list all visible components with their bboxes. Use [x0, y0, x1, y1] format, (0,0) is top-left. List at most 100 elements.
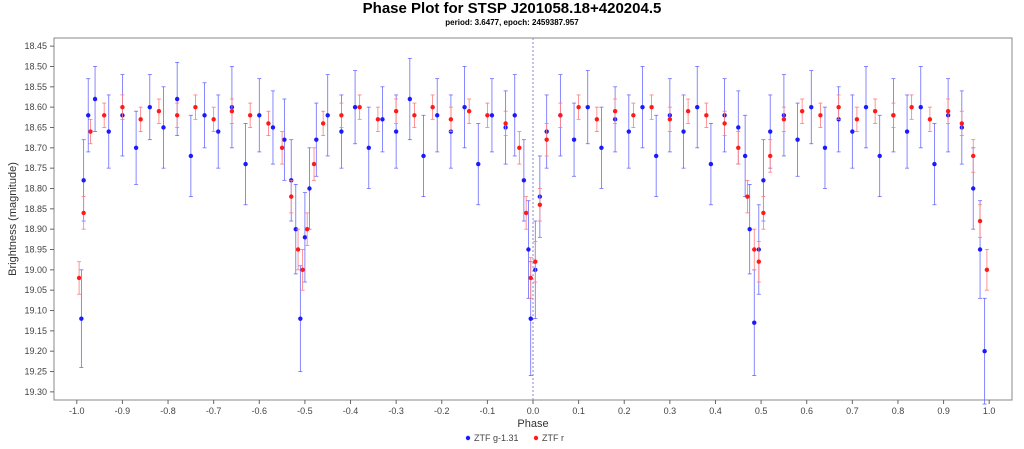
data-point [768, 129, 773, 134]
x-tick-label: 0.6 [800, 406, 813, 416]
y-tick-label: 18.70 [24, 143, 47, 153]
data-point [211, 117, 216, 122]
data-point [304, 226, 310, 232]
y-tick-label: 18.95 [24, 245, 47, 255]
data-point [120, 104, 125, 110]
data-point [708, 161, 714, 167]
data-point [745, 194, 750, 199]
data-point [393, 129, 399, 134]
legend: ZTF g-1.31 ZTF r [465, 433, 564, 443]
y-tick-label: 19.10 [24, 306, 47, 316]
data-point [877, 153, 882, 159]
data-point [366, 145, 371, 151]
data-point [747, 226, 752, 232]
data-point [695, 104, 700, 110]
data-point [407, 96, 413, 102]
y-tick-label: 18.85 [24, 204, 47, 214]
y-tick-label: 18.60 [24, 102, 47, 112]
x-tick-label: -0.1 [480, 406, 496, 416]
data-point [352, 104, 358, 110]
data-point [202, 113, 207, 118]
data-point [631, 113, 636, 118]
x-tick-label: 0.9 [937, 406, 950, 416]
chart-subtitle: period: 3.6477, epoch: 2459387.957 [445, 18, 579, 27]
data-point [982, 348, 987, 354]
data-point [571, 137, 577, 142]
legend-marker [533, 435, 539, 441]
data-point [86, 113, 91, 118]
x-tick-label: 0.2 [618, 406, 631, 416]
data-point [412, 113, 417, 118]
data-point [854, 117, 860, 122]
data-point [307, 186, 312, 191]
data-point [521, 178, 527, 183]
data-point [640, 104, 645, 110]
y-tick-label: 19.05 [24, 285, 47, 295]
data-point [945, 109, 951, 114]
data-point [489, 113, 495, 118]
data-point [809, 104, 814, 110]
y-axis-label: Brightness (magnitude) [7, 162, 19, 276]
x-tick-label: 0.0 [527, 406, 540, 416]
data-point [742, 153, 748, 159]
x-tick-label: -0.6 [252, 406, 268, 416]
y-tick-label: 18.80 [24, 183, 47, 193]
x-tick-label: 0.1 [572, 406, 585, 416]
data-point [339, 129, 344, 134]
data-point [818, 113, 823, 118]
y-tick-label: 18.55 [24, 82, 47, 92]
data-point [822, 145, 828, 151]
data-point [339, 113, 344, 118]
data-point [756, 259, 762, 264]
data-point [558, 113, 563, 118]
data-point [421, 153, 426, 159]
data-point [76, 275, 82, 281]
data-point [977, 218, 983, 224]
data-point [528, 275, 533, 281]
data-point [81, 210, 86, 216]
series-1 [76, 94, 990, 299]
data-point [704, 113, 709, 118]
data-point [133, 145, 139, 151]
data-point [325, 113, 330, 118]
data-point [576, 104, 581, 110]
x-tick-label: -1.0 [69, 406, 85, 416]
data-point [909, 104, 914, 110]
data-point [282, 137, 287, 142]
data-point [872, 109, 878, 114]
data-point [92, 96, 98, 102]
data-point [430, 104, 435, 110]
data-point [752, 247, 757, 252]
y-tick-label: 18.75 [24, 163, 47, 173]
data-point [626, 129, 631, 134]
data-point [768, 153, 773, 159]
data-point [512, 113, 517, 118]
data-point [375, 117, 381, 122]
data-point [485, 113, 490, 118]
data-point [533, 259, 538, 264]
data-point [174, 96, 180, 102]
x-tick-label: -0.2 [434, 406, 450, 416]
data-point [836, 104, 841, 110]
data-series [76, 57, 990, 405]
x-tick-label: -0.3 [388, 406, 404, 416]
y-tick-label: 19.30 [24, 387, 47, 397]
data-point [594, 117, 600, 122]
x-tick-label: 1.0 [983, 406, 996, 416]
x-tick-label: 0.8 [892, 406, 905, 416]
data-point [243, 161, 248, 167]
data-point [904, 129, 910, 134]
data-point [667, 117, 673, 122]
x-tick-label: -0.4 [343, 406, 359, 416]
legend-marker [465, 435, 471, 441]
x-tick-label: 0.7 [846, 406, 859, 416]
data-point [526, 247, 531, 252]
legend-label: ZTF g-1.31 [474, 433, 519, 443]
data-point [799, 109, 805, 114]
data-point [599, 145, 604, 151]
data-point [537, 202, 543, 207]
data-point [736, 145, 741, 151]
data-point [193, 104, 198, 110]
data-point [257, 113, 262, 118]
data-point [927, 117, 933, 122]
